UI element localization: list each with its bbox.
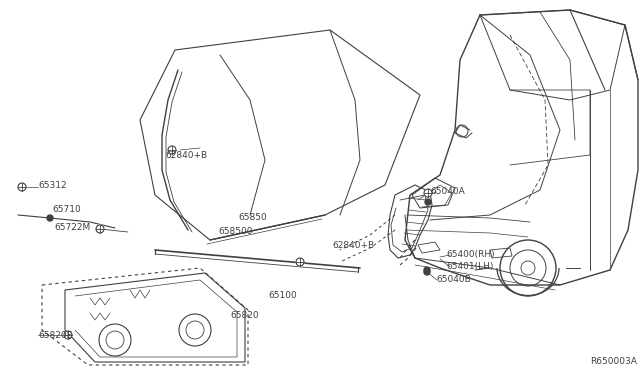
Text: 65820E: 65820E: [38, 330, 72, 340]
Circle shape: [425, 199, 431, 205]
Text: 65400(RH): 65400(RH): [446, 250, 495, 260]
Text: 65820: 65820: [230, 311, 259, 320]
Circle shape: [424, 267, 430, 273]
Circle shape: [424, 189, 432, 197]
Circle shape: [296, 258, 304, 266]
Circle shape: [424, 269, 430, 275]
Text: 65401(LH): 65401(LH): [446, 263, 493, 272]
Text: 65040A: 65040A: [430, 187, 465, 196]
Text: 65850: 65850: [238, 214, 267, 222]
Text: 658500: 658500: [218, 228, 253, 237]
Text: 65100: 65100: [268, 291, 297, 299]
Text: 65710: 65710: [52, 205, 81, 215]
Text: 65040B: 65040B: [436, 276, 471, 285]
Circle shape: [64, 331, 72, 339]
Text: 62840+B: 62840+B: [332, 241, 374, 250]
Circle shape: [47, 215, 53, 221]
Text: 65722M: 65722M: [54, 224, 90, 232]
Circle shape: [168, 146, 176, 154]
Circle shape: [96, 225, 104, 233]
Text: 65312: 65312: [38, 180, 67, 189]
Text: 62840+B: 62840+B: [165, 151, 207, 160]
Circle shape: [18, 183, 26, 191]
Text: R650003A: R650003A: [590, 357, 637, 366]
